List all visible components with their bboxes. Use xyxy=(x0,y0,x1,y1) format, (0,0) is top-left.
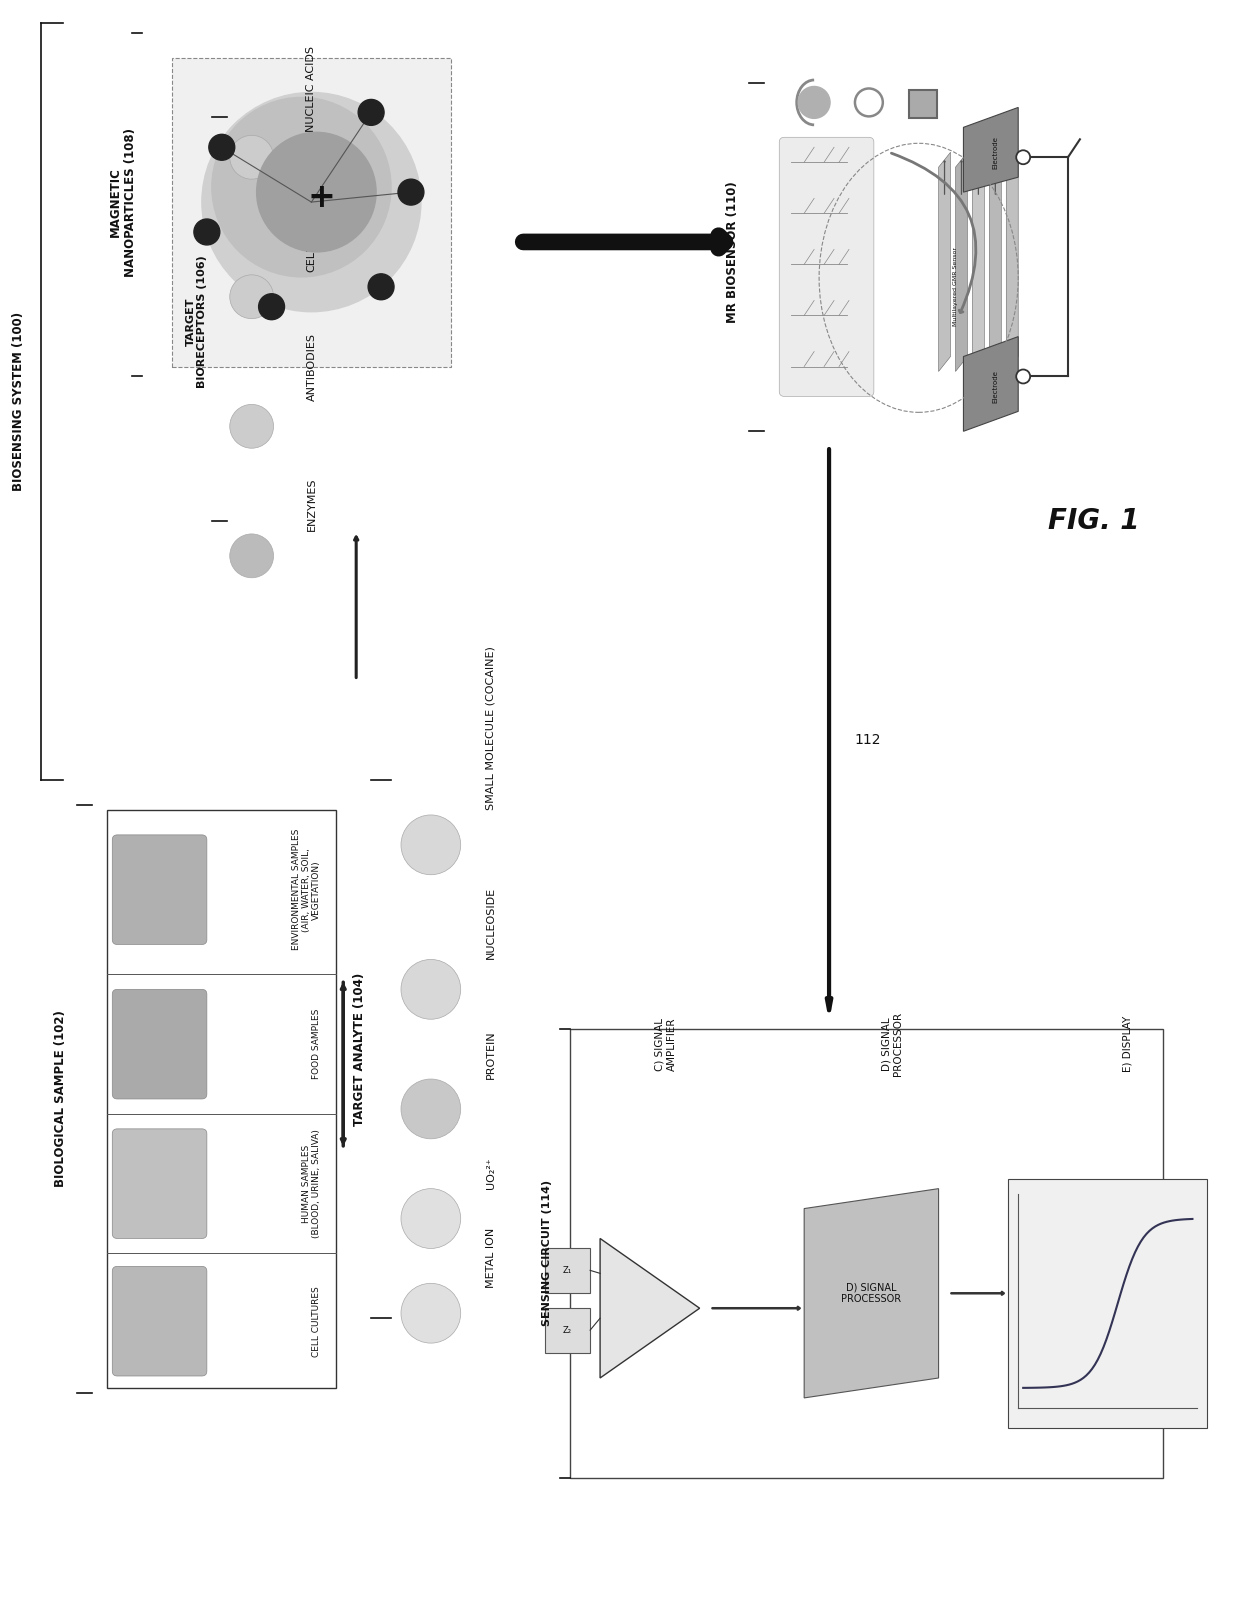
Polygon shape xyxy=(1007,152,1018,371)
FancyBboxPatch shape xyxy=(113,989,207,1099)
Text: MAGNETIC
NANOPARTICLES (108): MAGNETIC NANOPARTICLES (108) xyxy=(109,128,138,277)
Circle shape xyxy=(1017,150,1030,165)
Text: Multilayered GMR Sensor: Multilayered GMR Sensor xyxy=(954,248,959,326)
Text: UO₂²⁺: UO₂²⁺ xyxy=(486,1157,496,1189)
FancyBboxPatch shape xyxy=(113,835,207,944)
Text: ENVIRONMENTAL SAMPLES
(AIR, WATER, SOIL,
VEGETATION): ENVIRONMENTAL SAMPLES (AIR, WATER, SOIL,… xyxy=(291,829,321,950)
Polygon shape xyxy=(963,336,1018,432)
Bar xyxy=(1008,1179,1208,1427)
Circle shape xyxy=(799,86,830,118)
Circle shape xyxy=(202,93,420,312)
Polygon shape xyxy=(963,107,1018,192)
Text: TARGET
BIORECEPTORS (106): TARGET BIORECEPTORS (106) xyxy=(186,256,207,389)
Text: SENSING CIRCUIT (114): SENSING CIRCUIT (114) xyxy=(542,1181,552,1326)
Polygon shape xyxy=(972,152,985,371)
Circle shape xyxy=(401,1189,461,1248)
Bar xyxy=(546,1309,590,1354)
Circle shape xyxy=(229,136,274,179)
Text: +: + xyxy=(308,181,335,214)
Bar xyxy=(108,810,336,1387)
Text: C) SIGNAL
AMPLIFIER: C) SIGNAL AMPLIFIER xyxy=(655,1018,677,1070)
Polygon shape xyxy=(600,1238,699,1378)
Circle shape xyxy=(257,133,376,251)
Text: Electrode: Electrode xyxy=(993,136,998,168)
Bar xyxy=(909,91,936,118)
Bar xyxy=(172,58,451,366)
FancyBboxPatch shape xyxy=(113,1130,207,1238)
Circle shape xyxy=(212,98,391,277)
Circle shape xyxy=(208,134,234,160)
Text: FIG. 1: FIG. 1 xyxy=(1048,507,1140,534)
Text: NUCLEIC ACIDS: NUCLEIC ACIDS xyxy=(306,46,316,133)
Circle shape xyxy=(863,96,875,109)
Polygon shape xyxy=(990,152,1001,371)
Circle shape xyxy=(401,1283,461,1342)
Text: D) SIGNAL
PROCESSOR: D) SIGNAL PROCESSOR xyxy=(882,1013,903,1077)
Text: FOOD SAMPLES: FOOD SAMPLES xyxy=(312,1010,321,1080)
FancyBboxPatch shape xyxy=(113,1266,207,1376)
Bar xyxy=(570,1029,1163,1478)
Text: E) DISPLAY: E) DISPLAY xyxy=(1122,1016,1132,1072)
Text: ANTIBODIES: ANTIBODIES xyxy=(306,333,316,402)
Circle shape xyxy=(229,534,274,578)
Text: TARGET ANALYTE (104): TARGET ANALYTE (104) xyxy=(353,973,366,1126)
Circle shape xyxy=(229,275,274,318)
Text: 112: 112 xyxy=(854,733,880,747)
Polygon shape xyxy=(956,152,967,371)
Circle shape xyxy=(401,1078,461,1139)
Text: PROTEIN: PROTEIN xyxy=(486,1030,496,1078)
Text: CELL CULTURES: CELL CULTURES xyxy=(312,1286,321,1357)
Circle shape xyxy=(398,179,424,205)
Text: BIOLOGICAL SAMPLE (102): BIOLOGICAL SAMPLE (102) xyxy=(55,1011,67,1187)
Circle shape xyxy=(229,405,274,448)
Text: NUCLEOSIDE: NUCLEOSIDE xyxy=(486,888,496,960)
Circle shape xyxy=(401,814,461,875)
Circle shape xyxy=(1017,370,1030,384)
Text: D) SIGNAL
PROCESSOR: D) SIGNAL PROCESSOR xyxy=(841,1283,901,1304)
Text: METAL ION: METAL ION xyxy=(486,1229,496,1288)
Text: MR BIOSENSOR (110): MR BIOSENSOR (110) xyxy=(727,181,739,323)
Polygon shape xyxy=(939,152,951,371)
FancyBboxPatch shape xyxy=(779,138,874,397)
Circle shape xyxy=(401,960,461,1019)
Text: BIOSENSING SYSTEM (100): BIOSENSING SYSTEM (100) xyxy=(11,312,25,491)
Polygon shape xyxy=(805,1189,939,1398)
Bar xyxy=(546,1248,590,1293)
Text: HUMAN SAMPLES
(BLOOD, URINE, SALIVA): HUMAN SAMPLES (BLOOD, URINE, SALIVA) xyxy=(303,1130,321,1238)
Circle shape xyxy=(193,219,219,245)
Text: ENZYMES: ENZYMES xyxy=(306,477,316,531)
Text: Z₂: Z₂ xyxy=(563,1326,572,1334)
Circle shape xyxy=(368,274,394,299)
Text: Z₁: Z₁ xyxy=(563,1266,572,1275)
Circle shape xyxy=(358,99,384,125)
Circle shape xyxy=(259,294,284,320)
Text: SMALL MOLECULE (COCAINE): SMALL MOLECULE (COCAINE) xyxy=(486,646,496,810)
Text: Electrode: Electrode xyxy=(993,370,998,403)
Text: CELLS: CELLS xyxy=(306,237,316,272)
